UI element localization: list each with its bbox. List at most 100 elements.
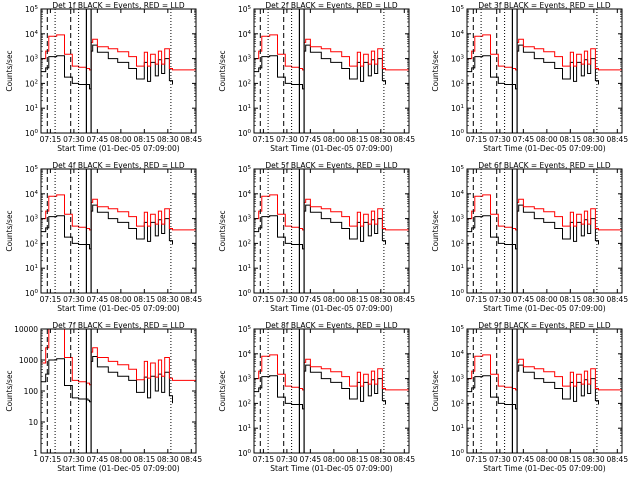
y-tick-label: 104 xyxy=(451,30,465,39)
series-line-lld xyxy=(467,34,623,72)
series-line-lld xyxy=(254,34,410,72)
y-tick-label: 101 xyxy=(238,264,251,273)
x-tick-label: 08:00 xyxy=(536,295,558,304)
plot-frame xyxy=(40,168,197,294)
y-tick-label: 101 xyxy=(238,424,251,433)
x-axis-label: Start Time (01-Dec-05 07:09:00) xyxy=(57,144,179,153)
x-tick-label: 08:00 xyxy=(323,135,345,144)
x-axis-label: Start Time (01-Dec-05 07:09:00) xyxy=(57,304,179,313)
x-tick-label: 08:00 xyxy=(323,455,345,464)
y-tick-label: 103 xyxy=(25,215,39,224)
x-tick-label: 08:30 xyxy=(370,295,392,304)
x-tick-label: 08:15 xyxy=(560,455,582,464)
series-line-lld xyxy=(467,194,623,232)
series-line-lld xyxy=(41,194,197,232)
y-axis-label: Counts/sec xyxy=(5,50,14,91)
y-tick-label: 102 xyxy=(451,399,464,408)
chart-title: Det 5f BLACK = Events, RED = LLD xyxy=(265,161,398,170)
chart-title: Det 9f BLACK = Events, RED = LLD xyxy=(478,321,611,330)
y-tick-label: 104 xyxy=(25,190,39,199)
y-tick-label: 100 xyxy=(25,129,39,138)
x-tick-label: 07:30 xyxy=(63,455,85,464)
y-tick-label: 100 xyxy=(451,289,465,298)
y-tick-label: 105 xyxy=(451,165,465,174)
y-tick-label: 104 xyxy=(238,350,252,359)
x-tick-label: 07:30 xyxy=(276,135,298,144)
x-tick-label: 08:30 xyxy=(583,135,605,144)
x-tick-label: 08:45 xyxy=(180,455,202,464)
series-line-events xyxy=(467,204,599,250)
x-tick-label: 07:30 xyxy=(63,135,85,144)
x-tick-label: 08:15 xyxy=(347,295,369,304)
x-axis-label: Start Time (01-Dec-05 07:09:00) xyxy=(270,304,392,313)
y-tick-label: 101 xyxy=(451,264,464,273)
x-tick-label: 07:15 xyxy=(253,135,275,144)
y-tick-label: 102 xyxy=(25,239,38,248)
x-tick-label: 08:00 xyxy=(110,455,132,464)
y-tick-label: 100 xyxy=(25,289,39,298)
x-tick-label: 07:30 xyxy=(489,135,511,144)
y-tick-label: 101 xyxy=(25,264,38,273)
y-axis-label: Counts/sec xyxy=(218,210,227,251)
x-axis-label: Start Time (01-Dec-05 07:09:00) xyxy=(57,464,179,473)
y-tick-label: 10 xyxy=(28,418,38,427)
x-tick-label: 08:00 xyxy=(110,295,132,304)
y-axis-label: Counts/sec xyxy=(431,370,440,411)
series-line-lld xyxy=(41,34,197,72)
x-tick-label: 07:15 xyxy=(40,295,62,304)
y-tick-label: 10000 xyxy=(14,325,38,334)
y-tick-label: 101 xyxy=(238,104,251,113)
x-tick-label: 08:15 xyxy=(134,295,156,304)
x-tick-label: 08:15 xyxy=(560,295,582,304)
x-tick-label: 08:45 xyxy=(606,295,628,304)
x-tick-label: 08:30 xyxy=(157,135,179,144)
x-tick-label: 08:30 xyxy=(583,295,605,304)
y-tick-label: 101 xyxy=(451,104,464,113)
y-axis-label: Counts/sec xyxy=(218,370,227,411)
series-line-events xyxy=(467,364,599,410)
y-tick-label: 105 xyxy=(25,165,39,174)
y-tick-label: 102 xyxy=(238,79,251,88)
x-axis-label: Start Time (01-Dec-05 07:09:00) xyxy=(270,464,392,473)
y-axis-label: Counts/sec xyxy=(218,50,227,91)
x-tick-label: 07:45 xyxy=(87,135,109,144)
x-tick-label: 07:30 xyxy=(489,455,511,464)
x-axis-label: Start Time (01-Dec-05 07:09:00) xyxy=(483,304,605,313)
x-tick-label: 08:15 xyxy=(134,455,156,464)
x-tick-label: 08:30 xyxy=(370,455,392,464)
x-tick-label: 07:30 xyxy=(489,295,511,304)
series-line-lld xyxy=(254,354,410,392)
plot-frame xyxy=(40,8,197,134)
x-tick-label: 07:15 xyxy=(253,295,275,304)
x-tick-label: 08:00 xyxy=(323,295,345,304)
series-line-events xyxy=(467,44,599,90)
y-axis-label: Counts/sec xyxy=(5,210,14,251)
y-tick-label: 1 xyxy=(33,449,38,458)
y-tick-label: 100 xyxy=(451,129,465,138)
y-tick-label: 104 xyxy=(238,30,252,39)
x-tick-label: 08:00 xyxy=(536,455,558,464)
y-tick-label: 105 xyxy=(25,5,39,14)
y-tick-label: 101 xyxy=(25,104,38,113)
chart-title: Det 7f BLACK = Events, RED = LLD xyxy=(52,321,185,330)
series-line-events xyxy=(254,204,386,250)
y-axis-label: Counts/sec xyxy=(431,210,440,251)
y-tick-label: 104 xyxy=(238,190,252,199)
x-tick-label: 07:45 xyxy=(513,295,535,304)
x-tick-label: 08:30 xyxy=(157,455,179,464)
series-line-events xyxy=(41,44,173,90)
y-axis-label: Counts/sec xyxy=(431,50,440,91)
y-tick-label: 101 xyxy=(451,424,464,433)
x-axis-label: Start Time (01-Dec-05 07:09:00) xyxy=(483,464,605,473)
y-tick-label: 102 xyxy=(451,79,464,88)
x-tick-label: 08:45 xyxy=(393,135,415,144)
y-tick-label: 100 xyxy=(238,449,252,458)
